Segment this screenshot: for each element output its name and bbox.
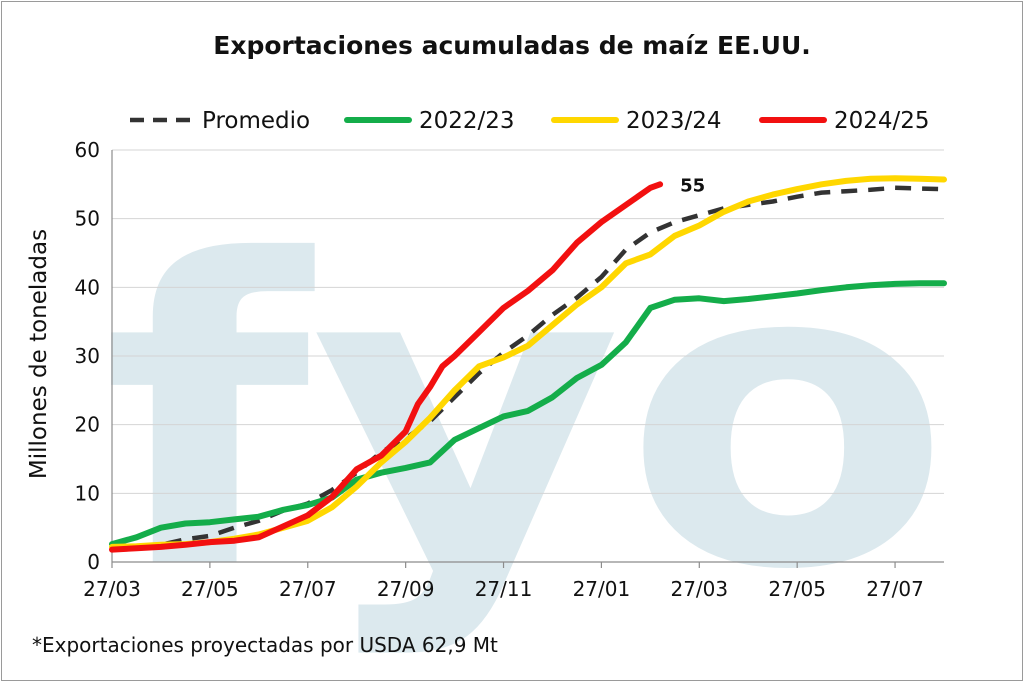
x-tick-label: 27/01 <box>573 577 631 601</box>
y-tick-labels: 0 10 20 30 40 50 60 <box>75 138 100 574</box>
x-tick-label: 27/07 <box>279 577 337 601</box>
y-tick-label: 40 <box>75 275 100 299</box>
y-tick-label: 0 <box>87 550 100 574</box>
series-line-2022-23 <box>109 280 947 548</box>
footnote: *Exportaciones proyectadas por USDA 62,9… <box>32 633 498 657</box>
x-tick-label: 27/05 <box>181 577 239 601</box>
chart-title: Exportaciones acumuladas de maíz EE.UU. <box>213 31 811 60</box>
y-tick-label: 60 <box>75 138 100 162</box>
y-tick-label: 10 <box>75 481 100 505</box>
legend: Promedio 2022/23 2023/24 2024/25 <box>130 108 930 134</box>
y-axis-label: Millones de toneladas <box>26 229 52 479</box>
x-tick-label: 27/03 <box>670 577 728 601</box>
x-tick-label: 27/03 <box>83 577 141 601</box>
legend-label: 2023/24 <box>626 108 722 134</box>
x-tick-labels: 27/03 27/05 27/07 27/09 27/11 27/01 27/03 27/05… <box>83 577 924 601</box>
legend-label: 2022/23 <box>419 108 515 134</box>
y-tick-label: 30 <box>75 344 100 368</box>
last-value-annotation: 55 <box>680 175 705 196</box>
x-tick-label: 27/11 <box>475 577 533 601</box>
x-tick-label: 27/05 <box>768 577 826 601</box>
y-tick-label: 50 <box>75 207 100 231</box>
legend-label: 2024/25 <box>834 108 930 134</box>
y-tick-label: 20 <box>75 413 100 437</box>
series-lines <box>109 175 947 553</box>
watermark-logo: fyo <box>102 173 952 662</box>
legend-label: Promedio <box>202 108 310 134</box>
axes <box>111 150 944 568</box>
x-tick-label: 27/07 <box>866 577 924 601</box>
x-tick-label: 27/09 <box>377 577 435 601</box>
series-line-2024-25 <box>109 181 664 553</box>
